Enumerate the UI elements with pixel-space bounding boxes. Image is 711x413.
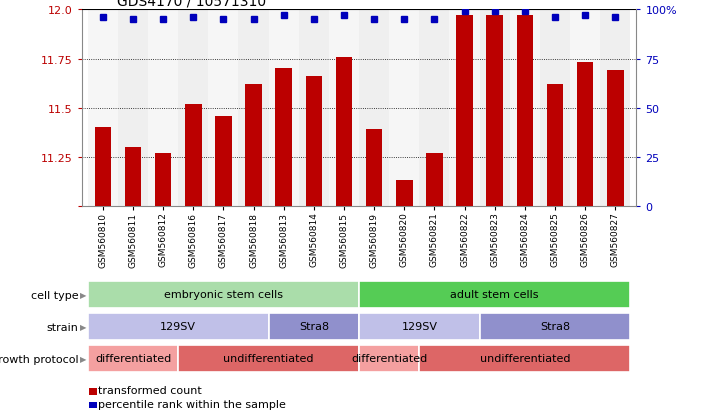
Text: differentiated: differentiated xyxy=(95,353,171,363)
Text: ▶: ▶ xyxy=(80,291,86,299)
Text: undifferentiated: undifferentiated xyxy=(480,353,570,363)
Bar xyxy=(359,345,419,372)
Text: GDS4170 / 10571310: GDS4170 / 10571310 xyxy=(117,0,267,8)
Bar xyxy=(570,10,600,206)
Bar xyxy=(426,154,443,206)
Bar xyxy=(155,154,171,206)
Text: cell type: cell type xyxy=(31,290,78,300)
Text: ▶: ▶ xyxy=(80,354,86,363)
Text: 129SV: 129SV xyxy=(160,321,196,331)
Text: Stra8: Stra8 xyxy=(540,321,570,331)
Text: percentile rank within the sample: percentile rank within the sample xyxy=(98,399,286,409)
Text: strain: strain xyxy=(46,322,78,332)
Bar xyxy=(359,10,389,206)
Bar xyxy=(87,10,118,206)
Bar xyxy=(366,130,383,206)
Bar xyxy=(577,63,594,206)
Bar xyxy=(215,116,232,206)
Bar xyxy=(178,345,359,372)
Bar xyxy=(87,345,178,372)
Bar xyxy=(449,10,480,206)
Bar xyxy=(359,282,631,309)
Text: 129SV: 129SV xyxy=(401,321,437,331)
Bar xyxy=(329,10,359,206)
Bar xyxy=(419,10,449,206)
Bar xyxy=(359,313,480,340)
Text: undifferentiated: undifferentiated xyxy=(223,353,314,363)
Bar xyxy=(245,85,262,206)
Text: adult stem cells: adult stem cells xyxy=(451,290,539,299)
Bar xyxy=(185,104,202,206)
Text: Stra8: Stra8 xyxy=(299,321,329,331)
Bar xyxy=(419,345,631,372)
Bar xyxy=(269,10,299,206)
Bar xyxy=(238,10,269,206)
Bar xyxy=(208,10,238,206)
Text: transformed count: transformed count xyxy=(98,385,202,395)
Bar xyxy=(336,57,352,206)
Bar xyxy=(87,282,359,309)
Bar xyxy=(389,10,419,206)
Bar xyxy=(269,313,359,340)
Bar xyxy=(486,16,503,206)
Text: ▶: ▶ xyxy=(80,323,86,331)
Bar xyxy=(480,313,631,340)
Bar xyxy=(456,16,473,206)
Bar xyxy=(510,10,540,206)
Bar xyxy=(299,10,329,206)
Bar xyxy=(124,147,141,206)
Bar xyxy=(178,10,208,206)
Bar xyxy=(306,77,322,206)
Bar xyxy=(118,10,148,206)
Text: growth protocol: growth protocol xyxy=(0,354,78,364)
Bar xyxy=(540,10,570,206)
Bar xyxy=(275,69,292,206)
Bar xyxy=(516,16,533,206)
Bar xyxy=(547,85,563,206)
Bar xyxy=(95,128,111,206)
Text: embryonic stem cells: embryonic stem cells xyxy=(164,290,283,299)
Bar xyxy=(607,71,624,206)
Bar xyxy=(148,10,178,206)
Text: differentiated: differentiated xyxy=(351,353,427,363)
Bar xyxy=(480,10,510,206)
Bar xyxy=(396,181,412,206)
Bar xyxy=(600,10,631,206)
Bar xyxy=(87,313,269,340)
